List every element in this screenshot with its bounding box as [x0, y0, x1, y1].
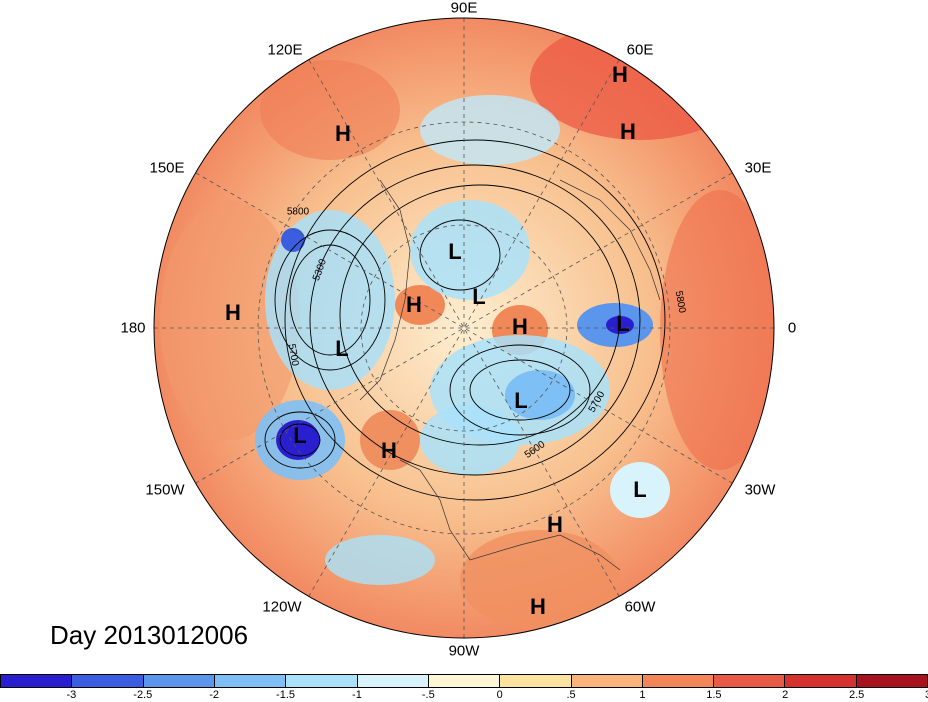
high-pressure-marker: H: [547, 512, 563, 537]
cold-anomaly: [420, 95, 560, 165]
longitude-label: 0: [787, 319, 797, 337]
colorbar-swatch: [143, 675, 215, 687]
colorbar-tick-label: 3: [925, 689, 928, 701]
high-pressure-marker: H: [381, 438, 397, 463]
colorbar-swatch: [214, 675, 287, 687]
cold-anomaly: [420, 405, 520, 475]
meridian: [195, 172, 733, 484]
longitude-label: 90W: [448, 642, 480, 660]
high-pressure-marker: H: [530, 594, 546, 619]
height-contour: [419, 219, 501, 291]
low-pressure-marker: L: [335, 336, 349, 361]
height-contour: [309, 164, 641, 476]
colorbar-swatch: [856, 675, 928, 687]
longitude-label: 60W: [624, 598, 656, 616]
longitude-label: 30W: [744, 481, 776, 499]
longitude-label: 180: [120, 319, 146, 337]
colorbar-swatch: [1, 675, 73, 687]
colorbar-swatch: [785, 675, 857, 687]
coastline: [559, 179, 661, 301]
latitude-circle: [360, 224, 568, 432]
colorbar-tick-label: 1: [639, 689, 646, 701]
longitude-label: 30E: [744, 159, 772, 177]
colorbar-tick-label: 0: [496, 689, 503, 701]
colorbar-swatch: [714, 675, 786, 687]
colorbar-swatch: [642, 675, 715, 687]
low-pressure-marker: L: [633, 477, 647, 502]
colorbar-tick-label: -2: [209, 689, 220, 701]
warm-anomaly: [660, 190, 774, 470]
longitude-label: 120E: [267, 41, 303, 59]
colorbar-tick-label: -2.5: [133, 689, 153, 701]
height-contour: [279, 423, 321, 457]
coastline: [359, 179, 411, 401]
colorbar-swatch: [357, 675, 429, 687]
high-pressure-marker: H: [335, 121, 351, 146]
high-pressure-marker: H: [512, 314, 528, 339]
low-pressure-marker: L: [448, 239, 462, 264]
warm-anomaly: [395, 285, 445, 325]
longitude-label: 90E: [450, 0, 478, 17]
height-contour: [289, 244, 371, 356]
height-contour: [274, 229, 386, 371]
colorbar-tick-label: .5: [566, 689, 576, 701]
colorbar-tick-label: -1.5: [276, 689, 296, 701]
colorbar-tick-label: 2.5: [848, 689, 865, 701]
cold-anomaly: [410, 200, 530, 300]
cold-anomaly: [281, 228, 305, 252]
high-pressure-marker: H: [225, 300, 241, 325]
colorbar: [0, 674, 928, 688]
longitude-label: 60E: [626, 41, 654, 59]
colorbar-swatch: [571, 675, 643, 687]
meridian: [195, 172, 733, 484]
low-pressure-marker: L: [616, 311, 630, 336]
colorbar-tick-label: 1.5: [706, 689, 722, 701]
warm-anomaly: [460, 530, 620, 630]
coastline: [399, 459, 621, 571]
contour-label: 5800: [286, 206, 310, 218]
low-pressure-marker: L: [293, 423, 307, 448]
cold-anomaly: [325, 535, 435, 585]
height-contour: [469, 359, 571, 421]
colorbar-tick-label: -1: [352, 689, 362, 701]
meridian: [308, 59, 620, 597]
warm-anomaly: [530, 20, 750, 140]
longitude-label: 120W: [262, 598, 302, 616]
longitude-label: 150E: [149, 159, 185, 177]
colorbar-swatch: [428, 675, 501, 687]
height-contour: [339, 184, 621, 446]
longitude-label: 150W: [145, 481, 185, 499]
colorbar-tick-label: -.5: [421, 689, 435, 701]
colorbar-swatch: [72, 675, 144, 687]
high-pressure-marker: H: [612, 62, 628, 87]
low-pressure-marker: L: [472, 284, 486, 309]
meridian: [308, 59, 620, 597]
height-contour: [449, 344, 591, 436]
colorbar-swatch: [286, 675, 358, 687]
map-border: [153, 17, 775, 639]
high-pressure-marker: H: [406, 292, 422, 317]
warm-anomaly: [260, 60, 400, 160]
cold-anomaly: [610, 462, 670, 518]
date-title: Day 2013012006: [50, 620, 249, 650]
height-contour: [284, 139, 666, 501]
high-pressure-marker: H: [620, 119, 636, 144]
height-contour: [264, 411, 336, 469]
low-pressure-marker: L: [514, 388, 528, 413]
colorbar-swatch: [500, 675, 572, 687]
colorbar-tick-label: -3: [66, 689, 77, 701]
colorbar-tick-label: 2: [782, 689, 789, 701]
